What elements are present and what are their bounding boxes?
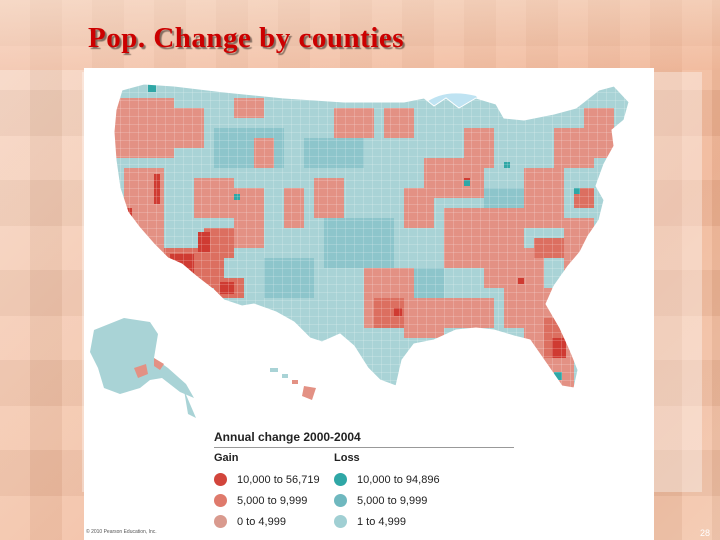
legend-loss-heading: Loss [334, 452, 360, 464]
title-bar [0, 0, 720, 70]
hawaii [270, 368, 316, 400]
legend-label: 5,000 to 9,999 [357, 494, 428, 507]
legend-item: 5,000 to 9,999 [214, 490, 334, 511]
map-legend: Annual change 2000-2004 Gain 10,000 to 5… [214, 430, 514, 532]
legend-gain-heading: Gain [214, 452, 239, 464]
copyright-notice: © 2010 Pearson Education, Inc. [86, 529, 157, 535]
legend-gain-column: Gain 10,000 to 56,719 5,000 to 9,999 0 t… [214, 452, 334, 532]
map-panel: Annual change 2000-2004 Gain 10,000 to 5… [84, 68, 654, 540]
legend-swatch [214, 515, 227, 528]
legend-label: 10,000 to 94,896 [357, 473, 440, 486]
legend-title: Annual change 2000-2004 [214, 430, 361, 444]
legend-divider [214, 447, 514, 448]
lower-48-states [114, 84, 629, 388]
legend-label: 5,000 to 9,999 [237, 494, 308, 507]
legend-item: 5,000 to 9,999 [334, 490, 454, 511]
legend-swatch [334, 494, 347, 507]
legend-swatch [334, 473, 347, 486]
legend-loss-column: Loss 10,000 to 94,896 5,000 to 9,999 1 t… [334, 452, 454, 532]
legend-item: 1 to 4,999 [334, 511, 454, 532]
slide-title: Pop. Change by counties [88, 22, 405, 54]
legend-item: 10,000 to 94,896 [334, 469, 454, 490]
legend-label: 10,000 to 56,719 [237, 473, 320, 486]
legend-label: 0 to 4,999 [237, 515, 286, 528]
legend-label: 1 to 4,999 [357, 515, 406, 528]
legend-item: 0 to 4,999 [214, 511, 334, 532]
legend-swatch [214, 494, 227, 507]
legend-swatch [214, 473, 227, 486]
us-county-map [90, 83, 630, 418]
page-number: 28 [700, 528, 711, 538]
alaska [90, 318, 196, 418]
legend-item: 10,000 to 56,719 [214, 469, 334, 490]
legend-swatch [334, 515, 347, 528]
